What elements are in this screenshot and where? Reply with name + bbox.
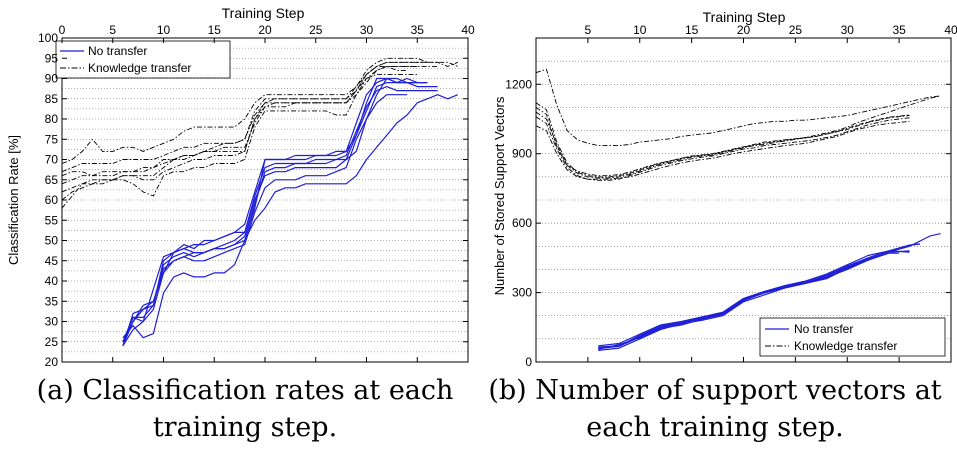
x-tick-label: 30 — [360, 23, 374, 37]
y-tick-label: 75 — [45, 132, 59, 146]
caption-a: (a) Classification rates at each trainin… — [36, 375, 454, 443]
x-tick-label: 0 — [59, 23, 66, 37]
series-knowledge-transfer-9 — [61, 65, 408, 209]
x-tick-label: 40 — [944, 23, 957, 37]
y-tick-label: 300 — [512, 286, 532, 300]
series-knowledge-transfer-8 — [535, 116, 910, 181]
series-knowledge-transfer-11 — [61, 61, 428, 201]
legend-label-knowledge-transfer: Knowledge transfer — [794, 339, 897, 353]
x-tick-label: 5 — [109, 23, 116, 37]
x-tick-label: 30 — [841, 23, 855, 37]
y-tick-label: 25 — [45, 335, 59, 349]
x-tick-label: 25 — [789, 23, 803, 37]
chart-b-legend: No transfer Knowledge transfer — [759, 317, 946, 357]
y-tick-label: 70 — [45, 153, 59, 167]
series-no-transfer-5 — [122, 94, 408, 347]
series-knowledge-transfer-6 — [535, 68, 941, 147]
legend-label-no-transfer: No transfer — [794, 322, 853, 336]
x-tick-label: 35 — [411, 23, 425, 37]
series-no-transfer-6 — [122, 85, 438, 343]
x-tick-label: 25 — [309, 23, 323, 37]
y-tick-label: 40 — [45, 274, 59, 288]
x-tick-label: 10 — [157, 23, 171, 37]
y-tick-label: 900 — [512, 147, 532, 161]
y-tick-label: 80 — [45, 112, 59, 126]
legend-label-no-transfer: No transfer — [88, 44, 147, 58]
y-tick-label: 1200 — [505, 77, 532, 91]
chart-b-xlabel: Training Step — [703, 9, 786, 25]
x-tick-label: 20 — [737, 23, 751, 37]
chart-a-ylabel: Classification Rate [%] — [6, 135, 21, 265]
y-tick-label: 35 — [45, 294, 59, 308]
series-no-transfer-2 — [122, 94, 459, 339]
y-tick-label: 85 — [45, 92, 59, 106]
chart-a-xlabel: Training Step — [222, 5, 305, 21]
legend-label-knowledge-transfer: Knowledge transfer — [88, 61, 191, 75]
legend-box — [759, 317, 946, 357]
series-no-transfer-5 — [598, 250, 910, 350]
series-knowledge-transfer-10 — [61, 65, 438, 193]
series-no-transfer-0 — [122, 77, 428, 347]
x-tick-label: 15 — [685, 23, 699, 37]
series-knowledge-transfer-11 — [535, 107, 910, 177]
series-knowledge-transfer-7 — [535, 102, 910, 178]
y-tick-label: 30 — [45, 315, 59, 329]
y-tick-label: 60 — [45, 193, 59, 207]
x-tick-label: 20 — [258, 23, 272, 37]
series-no-transfer-3 — [122, 81, 418, 346]
caption-b: (b) Number of support vectors at each tr… — [488, 375, 942, 443]
series-knowledge-transfer-10 — [535, 95, 941, 179]
y-tick-label: 65 — [45, 173, 59, 187]
y-tick-label: 90 — [45, 72, 59, 86]
y-tick-label: 50 — [45, 234, 59, 248]
y-tick-label: 95 — [45, 51, 59, 65]
chart-classification-rate: Training Step Classification Rate [%] No… — [6, 5, 475, 369]
chart-b-ylabel: Number of Stored Support Vectors — [492, 96, 507, 295]
y-tick-label: 0 — [525, 355, 532, 369]
series-knowledge-transfer-9 — [535, 120, 910, 180]
x-tick-label: 10 — [633, 23, 647, 37]
series-no-transfer-2 — [598, 250, 910, 347]
x-tick-label: 35 — [892, 23, 906, 37]
chart-support-vectors: Training Step Number of Stored Support V… — [492, 9, 957, 369]
series-knowledge-transfer-12 — [61, 65, 418, 185]
x-tick-label: 15 — [208, 23, 222, 37]
y-tick-label: 20 — [45, 355, 59, 369]
chart-a-legend: No transfer Knowledge transfer — [55, 40, 231, 79]
y-tick-label: 55 — [45, 213, 59, 227]
y-tick-label: 600 — [512, 216, 532, 230]
y-tick-label: 45 — [45, 254, 59, 268]
y-tick-label: 100 — [38, 31, 58, 45]
x-tick-label: 40 — [461, 23, 475, 37]
series-knowledge-transfer-8 — [61, 57, 458, 164]
x-tick-label: 5 — [585, 23, 592, 37]
legend-box — [55, 40, 231, 79]
